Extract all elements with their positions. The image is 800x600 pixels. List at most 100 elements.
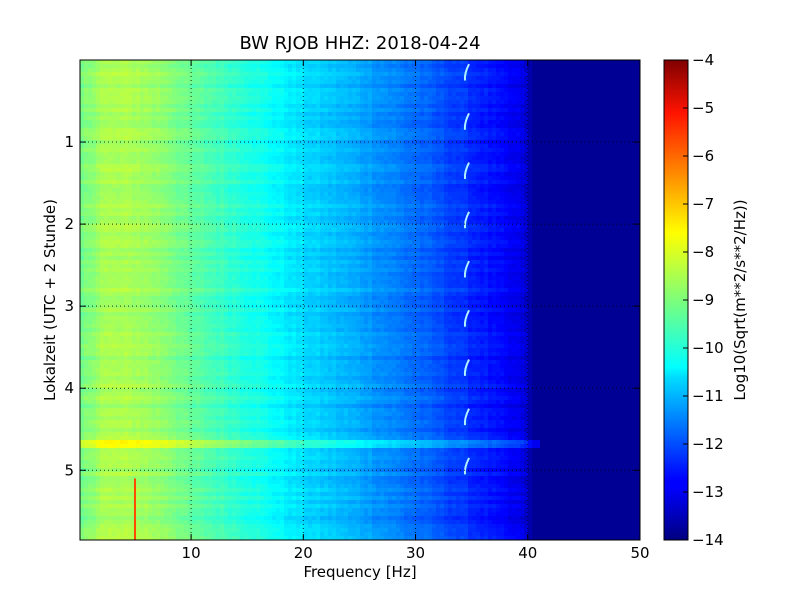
heat-cell [252, 168, 257, 173]
heat-cell [224, 140, 229, 145]
heat-cell [244, 140, 249, 145]
heat-cell [428, 140, 433, 145]
heat-cell [80, 68, 85, 73]
heat-cell [404, 156, 409, 161]
heat-cell [236, 72, 241, 77]
heat-cell [588, 156, 593, 161]
heat-cell [404, 92, 409, 97]
heat-cell [580, 68, 585, 73]
heat-cell [324, 60, 329, 65]
heat-cell [368, 104, 373, 109]
heat-cell [616, 76, 621, 81]
heat-cell [124, 76, 129, 81]
heat-cell [252, 144, 257, 149]
heat-cell [324, 152, 329, 157]
heat-cell [540, 176, 545, 181]
heat-cell [120, 160, 125, 165]
heat-cell [192, 120, 197, 125]
heat-cell [204, 84, 209, 89]
heat-cell [616, 192, 621, 197]
heat-cell [584, 120, 589, 125]
heat-cell [520, 88, 525, 93]
heat-cell [484, 88, 489, 93]
heat-cell [376, 112, 381, 117]
heat-cell [496, 192, 501, 197]
heat-cell [616, 92, 621, 97]
heat-cell [436, 132, 441, 137]
heat-cell [340, 164, 345, 169]
heat-cell [376, 72, 381, 77]
heat-cell [96, 116, 101, 121]
heat-cell [212, 192, 217, 197]
heat-cell [384, 104, 389, 109]
heat-cell [368, 176, 373, 181]
heat-cell [316, 152, 321, 157]
heat-cell [496, 108, 501, 113]
heat-cell [116, 180, 121, 185]
heat-cell [632, 84, 637, 89]
heat-cell [428, 76, 433, 81]
heat-cell [284, 128, 289, 133]
heat-cell [360, 76, 365, 81]
heat-cell [388, 172, 393, 177]
heat-cell [324, 184, 329, 189]
heat-cell [508, 116, 513, 121]
heat-cell [500, 140, 505, 145]
heat-cell [384, 168, 389, 173]
heat-cell [408, 144, 413, 149]
heat-cell [332, 88, 337, 93]
heat-cell [408, 136, 413, 141]
heat-cell [296, 180, 301, 185]
heat-cell [492, 148, 497, 153]
heat-cell [372, 116, 377, 121]
heat-cell [120, 116, 125, 121]
heat-cell [552, 176, 557, 181]
heat-cell [592, 164, 597, 169]
heat-cell [488, 132, 493, 137]
heat-cell [600, 160, 605, 165]
heat-cell [176, 80, 181, 85]
heat-cell [616, 100, 621, 105]
heat-cell [608, 172, 613, 177]
heat-cell [520, 84, 525, 89]
heat-cell [528, 188, 533, 193]
heat-cell [208, 124, 213, 129]
heat-cell [316, 120, 321, 125]
heat-cell [384, 200, 389, 205]
heat-cell [296, 96, 301, 101]
heat-cell [164, 80, 169, 85]
heat-cell [416, 140, 421, 145]
heat-cell [100, 192, 105, 197]
heat-cell [548, 120, 553, 125]
heat-cell [384, 124, 389, 129]
heat-cell [316, 196, 321, 201]
heat-cell [84, 92, 89, 97]
heat-cell [144, 136, 149, 141]
heat-cell [356, 156, 361, 161]
heat-cell [544, 64, 549, 69]
heat-cell [432, 192, 437, 197]
heat-cell [464, 152, 469, 157]
heat-cell [556, 188, 561, 193]
heat-cell [160, 136, 165, 141]
heat-cell [596, 128, 601, 133]
heat-cell [624, 112, 629, 117]
heat-cell [464, 156, 469, 161]
heat-cell [352, 124, 357, 129]
heat-cell [468, 132, 473, 137]
heat-cell [444, 92, 449, 97]
heat-cell [564, 140, 569, 145]
heat-cell [496, 112, 501, 117]
heat-cell [532, 160, 537, 165]
heat-cell [260, 176, 265, 181]
heat-cell [144, 108, 149, 113]
heat-cell [528, 112, 533, 117]
heat-cell [624, 184, 629, 189]
heat-cell [328, 88, 333, 93]
heat-cell [240, 100, 245, 105]
heat-cell [444, 68, 449, 73]
heat-cell [204, 200, 209, 205]
heat-cell [160, 92, 165, 97]
heat-cell [612, 100, 617, 105]
heat-cell [408, 64, 413, 69]
